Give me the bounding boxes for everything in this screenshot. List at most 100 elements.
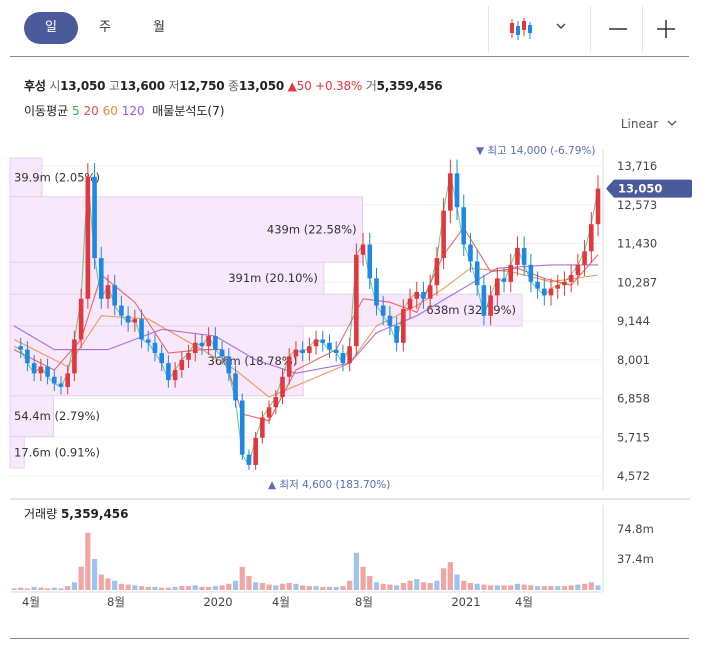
candle-body (367, 244, 373, 279)
volume-tick-label: 37.4m (617, 552, 654, 566)
volume-bar (320, 586, 326, 590)
x-tick-label: 8월 (107, 595, 125, 609)
volume-profile-label: 매물분석도(7) (152, 104, 225, 118)
candle-body (461, 207, 467, 245)
volume-bar (266, 584, 272, 590)
scale-selector[interactable]: Linear (621, 117, 678, 131)
minus-icon[interactable] (607, 18, 629, 40)
candle-body (340, 353, 346, 364)
volume-profile-label: 638m (32.79%) (426, 303, 516, 317)
volume-bar (541, 586, 547, 590)
candle-body (575, 264, 581, 276)
toolbar-divider (590, 6, 591, 52)
volume-bar (145, 586, 151, 590)
volume-bar (434, 580, 440, 590)
volume-bar (212, 586, 218, 590)
candle-body (374, 278, 379, 306)
volume-bar (474, 583, 480, 590)
candle-body (192, 342, 198, 354)
volume-bar (273, 585, 279, 590)
candle-body (495, 278, 500, 296)
volume-title-value: 5,359,456 (61, 507, 129, 521)
current-price-badge (606, 179, 692, 198)
candle-body (508, 264, 514, 282)
volume-bar (165, 587, 171, 590)
volume-bar (239, 566, 245, 590)
candle-body (152, 342, 158, 354)
period-tab-day[interactable]: 일 (24, 12, 78, 44)
volume-bar (306, 586, 312, 590)
y-tick-label: 6,858 (617, 392, 650, 406)
candle-body (260, 417, 265, 438)
candle-body (434, 258, 440, 286)
volume-bar (199, 586, 205, 590)
volume-bar (232, 580, 239, 590)
candle-body (421, 291, 426, 299)
candle-body (515, 247, 520, 265)
period-tab-week[interactable]: 주 (99, 20, 111, 35)
open-label: 시 (49, 79, 61, 93)
volume-bar (11, 588, 17, 590)
candle-body (125, 315, 131, 323)
volume-bar (427, 583, 433, 590)
candle-body (199, 342, 205, 347)
candle-body (18, 346, 24, 350)
candle-body (119, 305, 124, 316)
current-price-label: 13,050 (618, 182, 662, 196)
candle-body (31, 363, 37, 374)
volume-bar (447, 562, 453, 590)
volume-profile-label: 54.4m (2.79%) (14, 409, 100, 423)
candle-body (226, 356, 232, 374)
candle-body (588, 224, 594, 252)
toolbar: 일 주 월 (10, 6, 689, 57)
volume-bar (568, 585, 574, 590)
candle-body (582, 251, 587, 265)
ma60-line (13, 267, 599, 398)
candle-body (562, 281, 567, 286)
volume-bar (300, 585, 306, 590)
volume-bar (441, 568, 447, 590)
volume-profile-bar (9, 293, 523, 327)
plus-icon[interactable] (655, 18, 677, 40)
volume-tick-label: 74.8m (617, 522, 654, 536)
volume-profile-label: 17.6m (0.91%) (14, 445, 100, 459)
volume-bar (534, 586, 541, 590)
candle-body (387, 315, 393, 326)
volume-bar (561, 586, 568, 590)
candle-body (186, 353, 191, 360)
volume-bar (454, 574, 460, 590)
candle-body (333, 349, 339, 354)
volume-bar (514, 583, 521, 590)
y-tick-label: 4,572 (617, 469, 650, 483)
y-tick-label: 12,573 (617, 198, 657, 212)
candle-body (448, 173, 453, 211)
chevron-down-icon[interactable] (553, 18, 569, 34)
volume-bar (259, 583, 265, 590)
candle-body (454, 173, 460, 208)
candle-body (233, 373, 238, 401)
time-axis: 4월 8월 2020 4월 8월 2021 4월 (10, 591, 602, 609)
high-label: 고 (108, 79, 120, 93)
period-tab-month[interactable]: 월 (153, 20, 165, 35)
volume-bar (394, 585, 400, 590)
candle-body (474, 261, 480, 286)
x-tick-label: 2021 (451, 595, 480, 609)
candle-body (92, 176, 97, 259)
volume-bar (219, 585, 225, 590)
volume-bar (71, 582, 78, 590)
ma20-line (13, 226, 599, 422)
scale-label: Linear (620, 117, 659, 131)
candlestick-icon[interactable] (508, 16, 534, 42)
volume-bar (78, 566, 84, 590)
open-value: 13,050 (60, 79, 106, 93)
volume-profile-label: 39.9m (2.05%) (14, 170, 100, 184)
volume-bar (18, 587, 24, 590)
volume-bar (105, 578, 111, 590)
x-tick-label: 4월 (272, 595, 290, 609)
volume-profile-bar (9, 196, 363, 263)
indicator-legend[interactable]: 이동평균 5 20 60 120 매물분석도(7) (24, 102, 224, 119)
x-tick-label: 8월 (355, 595, 373, 609)
candle-body (239, 400, 245, 455)
volume-bar (340, 586, 346, 590)
